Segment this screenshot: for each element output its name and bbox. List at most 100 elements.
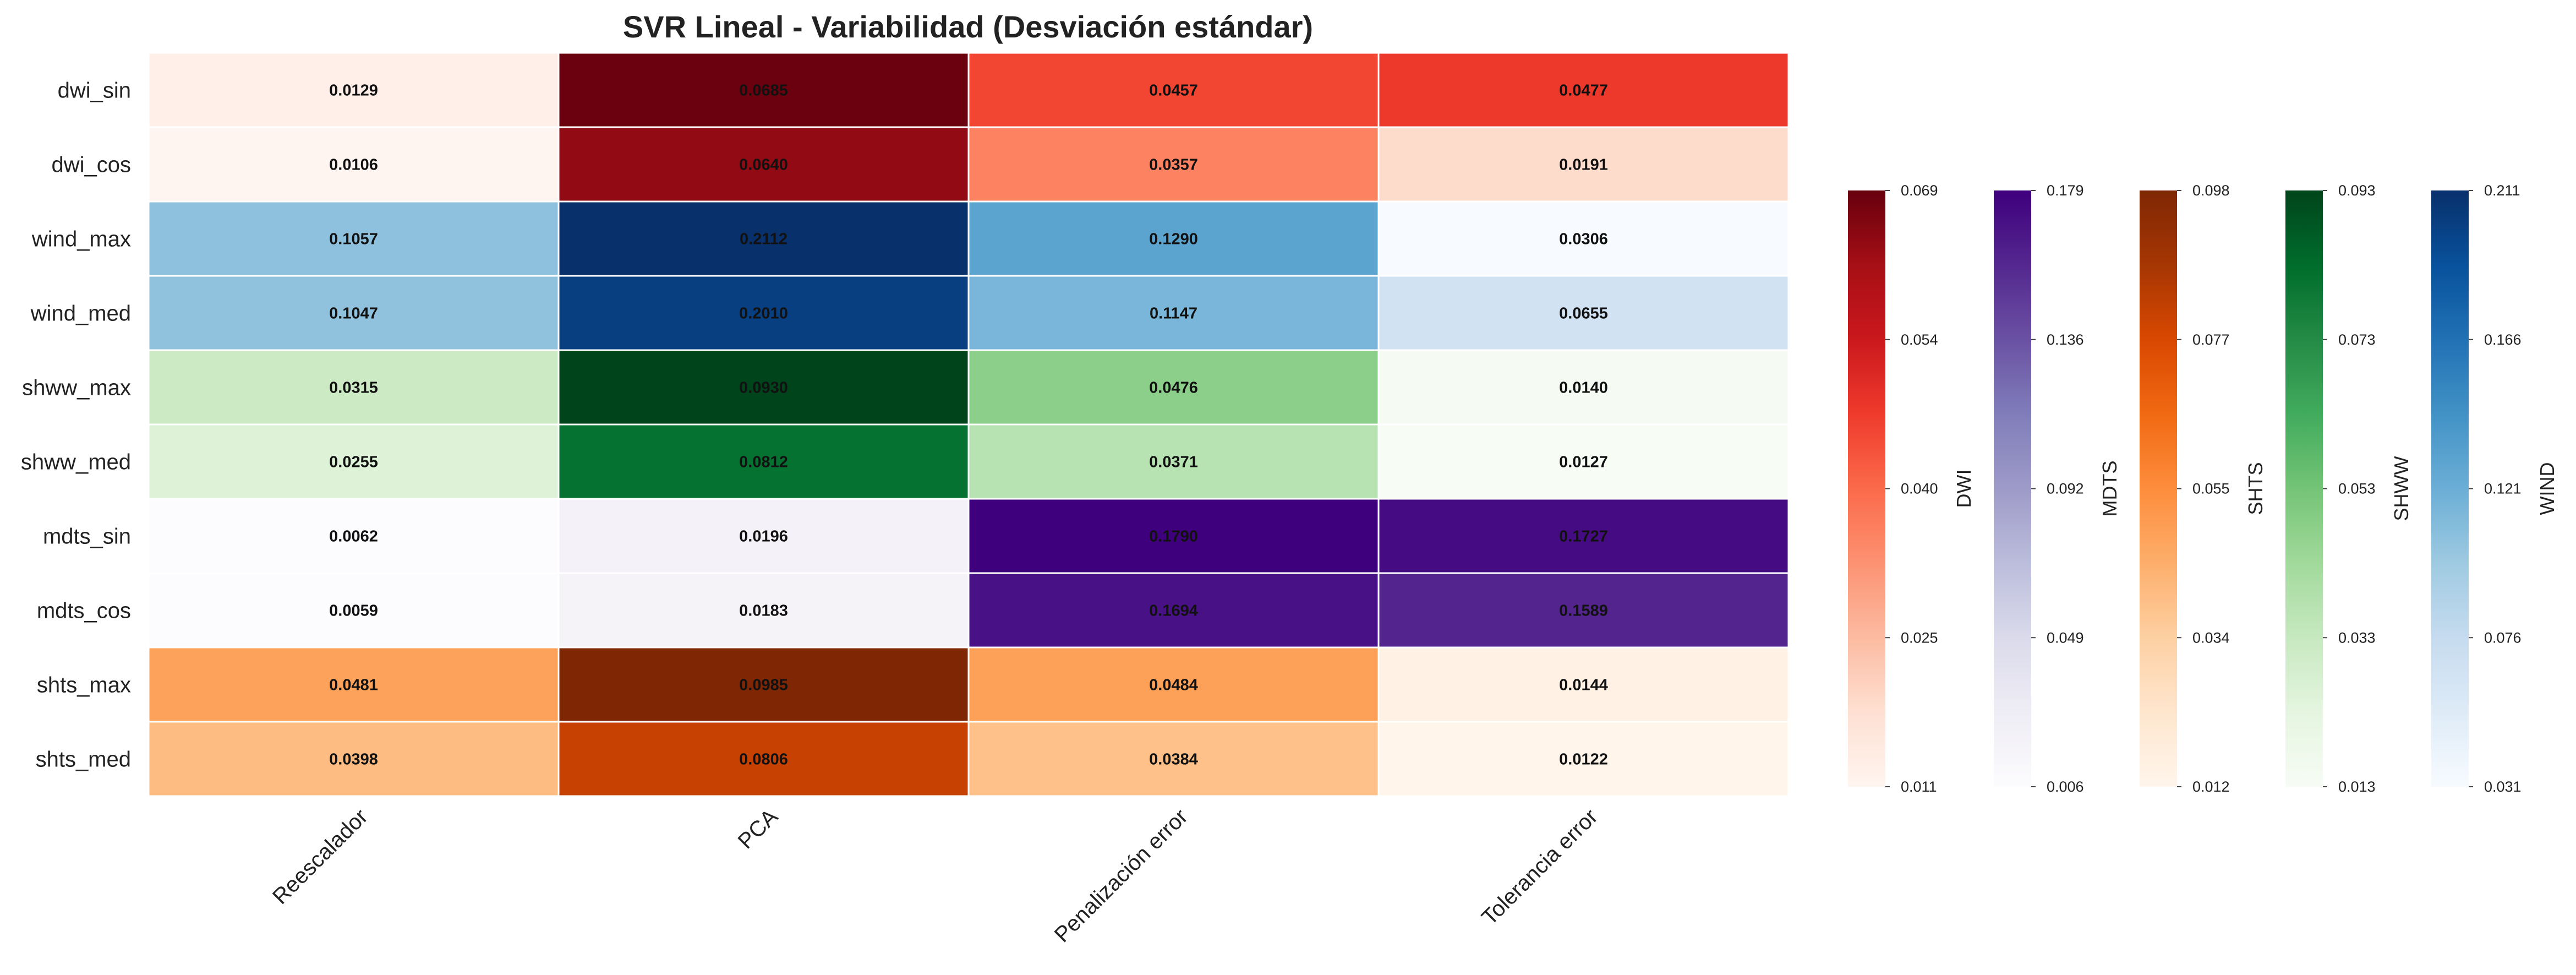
cell-value-wind_med-3: 0.1147: [1150, 305, 1197, 323]
colorbar-tick-label: 0.121: [2484, 481, 2522, 497]
colorbar-tick-label: 0.053: [2338, 481, 2376, 497]
colorbar-wind: 0.031 0.076 0.121 0.166 0.211 WIND: [2431, 182, 2558, 795]
cell-value-wind_med-2: 0.2010: [739, 305, 788, 323]
cell-value-mdts_cos-4: 0.1589: [1559, 602, 1608, 620]
cell-value-dwi_cos-3: 0.0357: [1149, 156, 1198, 174]
heatmap-cell-wind_max-4: [1377, 200, 1790, 277]
colorbar-gradient-wind: [2431, 190, 2469, 787]
heatmap-cell-dwi_sin-2: [557, 52, 970, 128]
cell-value-shww_max-4: 0.0140: [1559, 379, 1608, 397]
colorbar-tick-label: 0.034: [2192, 629, 2230, 646]
heatmap-cell-shww_med-3: [967, 423, 1380, 500]
cell-value-shww_max-3: 0.0476: [1149, 379, 1198, 397]
colorbar-gradient-shts: [2140, 190, 2177, 787]
colorbar-label-mdts: MDTS: [2098, 461, 2121, 517]
colorbar-tick-label: 0.136: [2047, 331, 2084, 348]
cell-value-shww_max-1: 0.0315: [329, 379, 378, 397]
column-labels: Reescalador PCA Penalización error Toleranc…: [268, 804, 1603, 947]
cell-value-mdts_cos-1: 0.0059: [329, 602, 378, 620]
heatmap-cell-shts_med-2: [557, 721, 970, 797]
cell-value-mdts_sin-4: 0.1727: [1559, 528, 1608, 546]
row-label-dwi_sin: dwi_sin: [58, 79, 131, 103]
heatmap-cell-wind_med-1: [147, 275, 560, 351]
heatmap-cell-shts_max-4: [1377, 646, 1790, 723]
heatmap-cell-dwi_cos-4: [1377, 126, 1790, 203]
cell-value-wind_max-2: 0.2112: [740, 231, 787, 248]
colorbar-tick-label: 0.054: [1901, 331, 1938, 348]
cell-value-wind_max-3: 0.1290: [1149, 231, 1198, 248]
cell-value-shts_med-3: 0.0384: [1149, 751, 1198, 769]
colorbar-tick-label: 0.012: [2192, 778, 2230, 795]
colorbar-tick-label: 0.093: [2338, 182, 2376, 199]
heatmap-cells: 0.0129 0.0685 0.0457 0.0477 0.0106 0.0640 0.03…: [147, 52, 1790, 797]
heatmap-cell-shww_max-2: [557, 349, 970, 426]
heatmap-cell-shww_max-1: [147, 349, 560, 426]
colorbar-mdts: 0.006 0.049 0.092 0.136 0.179 MDTS: [1994, 182, 2121, 795]
colorbar-tick-label: 0.077: [2192, 331, 2230, 348]
colorbar-shts: 0.012 0.034 0.055 0.077 0.098 SHTS: [2140, 182, 2267, 795]
colorbar-tick-label: 0.069: [1901, 182, 1938, 199]
row-label-wind_med: wind_med: [30, 302, 131, 326]
cell-value-dwi_sin-2: 0.0685: [739, 82, 788, 100]
heatmap-cell-mdts_cos-3: [967, 572, 1380, 649]
cell-value-shts_max-4: 0.0144: [1559, 677, 1608, 694]
cell-value-mdts_sin-1: 0.0062: [329, 528, 378, 546]
cell-value-shww_med-4: 0.0127: [1559, 454, 1608, 471]
colorbar-tick-label: 0.031: [2484, 778, 2522, 795]
colorbar-tick-label: 0.076: [2484, 629, 2522, 646]
row-label-shts_med: shts_med: [36, 748, 131, 772]
colorbar-tick-label: 0.025: [1901, 629, 1938, 646]
cell-value-dwi_sin-4: 0.0477: [1559, 82, 1608, 100]
cell-value-mdts_sin-3: 0.1790: [1149, 528, 1198, 546]
cell-value-wind_med-4: 0.0655: [1559, 305, 1608, 323]
heatmap-cell-dwi_cos-2: [557, 126, 970, 203]
column-label-1: Reescalador: [268, 804, 373, 909]
colorbar-tick-label: 0.092: [2047, 481, 2084, 497]
cell-value-shts_med-1: 0.0398: [329, 751, 378, 769]
colorbars: 0.0110.0250.0400.0540.069DWI0.0060.0490.…: [1848, 182, 2558, 795]
heatmap-cell-wind_max-2: [557, 200, 970, 277]
heatmap-cell-dwi_cos-1: [147, 126, 560, 203]
heatmap-cell-mdts_sin-1: [147, 498, 560, 574]
cell-value-shts_med-4: 0.0122: [1559, 751, 1608, 769]
cell-value-shts_max-3: 0.0484: [1149, 677, 1198, 694]
colorbar-tick-label: 0.006: [2047, 778, 2084, 795]
cell-value-dwi_sin-3: 0.0457: [1149, 82, 1198, 100]
cell-value-wind_med-1: 0.1047: [329, 305, 378, 323]
heatmap-cell-shts_med-1: [147, 721, 560, 797]
cell-value-mdts_cos-2: 0.0183: [739, 602, 788, 620]
cell-value-shts_med-2: 0.0806: [739, 751, 788, 769]
row-labels: dwi_sin dwi_cos wind_max wind_med shww_maxsh…: [21, 79, 131, 772]
colorbar-tick-label: 0.049: [2047, 629, 2084, 646]
row-label-wind_max: wind_max: [31, 227, 131, 252]
cell-value-shww_med-1: 0.0255: [329, 454, 378, 471]
colorbar-tick-label: 0.040: [1901, 481, 1938, 497]
heatmap-cell-mdts_sin-4: [1377, 498, 1790, 574]
colorbar-gradient-mdts: [1994, 190, 2031, 787]
colorbar-label-wind: WIND: [2536, 462, 2558, 515]
column-label-2: PCA: [734, 804, 783, 853]
cell-value-wind_max-4: 0.0306: [1559, 231, 1608, 248]
cell-value-shww_max-2: 0.0930: [739, 379, 788, 397]
colorbar-tick-label: 0.055: [2192, 481, 2230, 497]
heatmap-cell-dwi_sin-4: [1377, 52, 1790, 128]
heatmap-cell-mdts_sin-3: [967, 498, 1380, 574]
row-label-dwi_cos: dwi_cos: [51, 153, 131, 177]
cell-value-dwi_cos-1: 0.0106: [329, 156, 378, 174]
heatmap-cell-mdts_cos-1: [147, 572, 560, 649]
colorbar-shww: 0.013 0.033 0.053 0.073 0.093 SHWW: [2285, 182, 2413, 795]
chart-title: SVR Lineal - Variabilidad (Desviación es…: [623, 9, 1313, 44]
heatmap-cell-dwi_sin-3: [967, 52, 1380, 128]
row-label-mdts_sin: mdts_sin: [43, 525, 131, 549]
colorbar-tick-label: 0.073: [2338, 331, 2376, 348]
colorbar-tick-label: 0.211: [2484, 182, 2520, 199]
cell-value-wind_max-1: 0.1057: [329, 231, 378, 248]
cell-value-dwi_cos-4: 0.0191: [1559, 156, 1608, 174]
heatmap-cell-shts_med-3: [967, 721, 1380, 797]
heatmap-cell-shww_med-2: [557, 423, 970, 500]
cell-value-mdts_cos-3: 0.1694: [1149, 602, 1198, 620]
cell-value-dwi_cos-2: 0.0640: [739, 156, 788, 174]
colorbar-tick-label: 0.033: [2338, 629, 2376, 646]
heatmap-cell-shww_max-3: [967, 349, 1380, 426]
